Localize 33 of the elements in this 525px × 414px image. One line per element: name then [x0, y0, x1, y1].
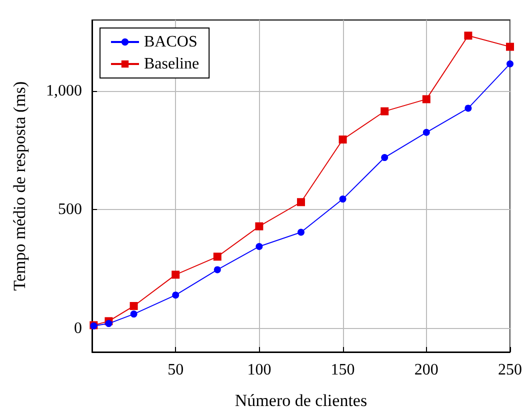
point — [255, 222, 264, 230]
x-tick-label: 200 — [414, 362, 438, 378]
point — [172, 270, 180, 279]
point — [213, 252, 222, 261]
point — [464, 32, 472, 40]
x-tick-label: 50 — [168, 362, 184, 378]
point — [464, 104, 472, 112]
point — [172, 292, 180, 299]
point — [298, 228, 304, 236]
point — [130, 310, 138, 318]
x-axis-title: Número de clientes — [234, 391, 368, 410]
legend-label: Baseline — [144, 56, 200, 72]
y-tick-label: 1,000 — [46, 82, 82, 100]
point — [381, 154, 388, 162]
y-axis-title: Tempo médio de resposta (ms) — [10, 81, 29, 291]
point — [422, 95, 430, 104]
point — [214, 266, 221, 274]
point — [256, 242, 263, 250]
point — [339, 196, 346, 203]
y-tick-label: 500 — [58, 201, 82, 218]
point — [380, 107, 389, 116]
point — [105, 320, 112, 328]
x-tick-label: 150 — [330, 362, 355, 378]
point — [130, 302, 138, 310]
point — [506, 42, 514, 51]
x-tick-label: 250 — [498, 362, 522, 378]
point — [297, 198, 305, 206]
point — [506, 60, 514, 68]
y-tick-label: 0 — [74, 320, 82, 337]
point — [422, 128, 430, 136]
x-tick-label: 100 — [247, 362, 272, 378]
point — [338, 136, 347, 144]
legend-label: BACOS — [144, 34, 198, 50]
